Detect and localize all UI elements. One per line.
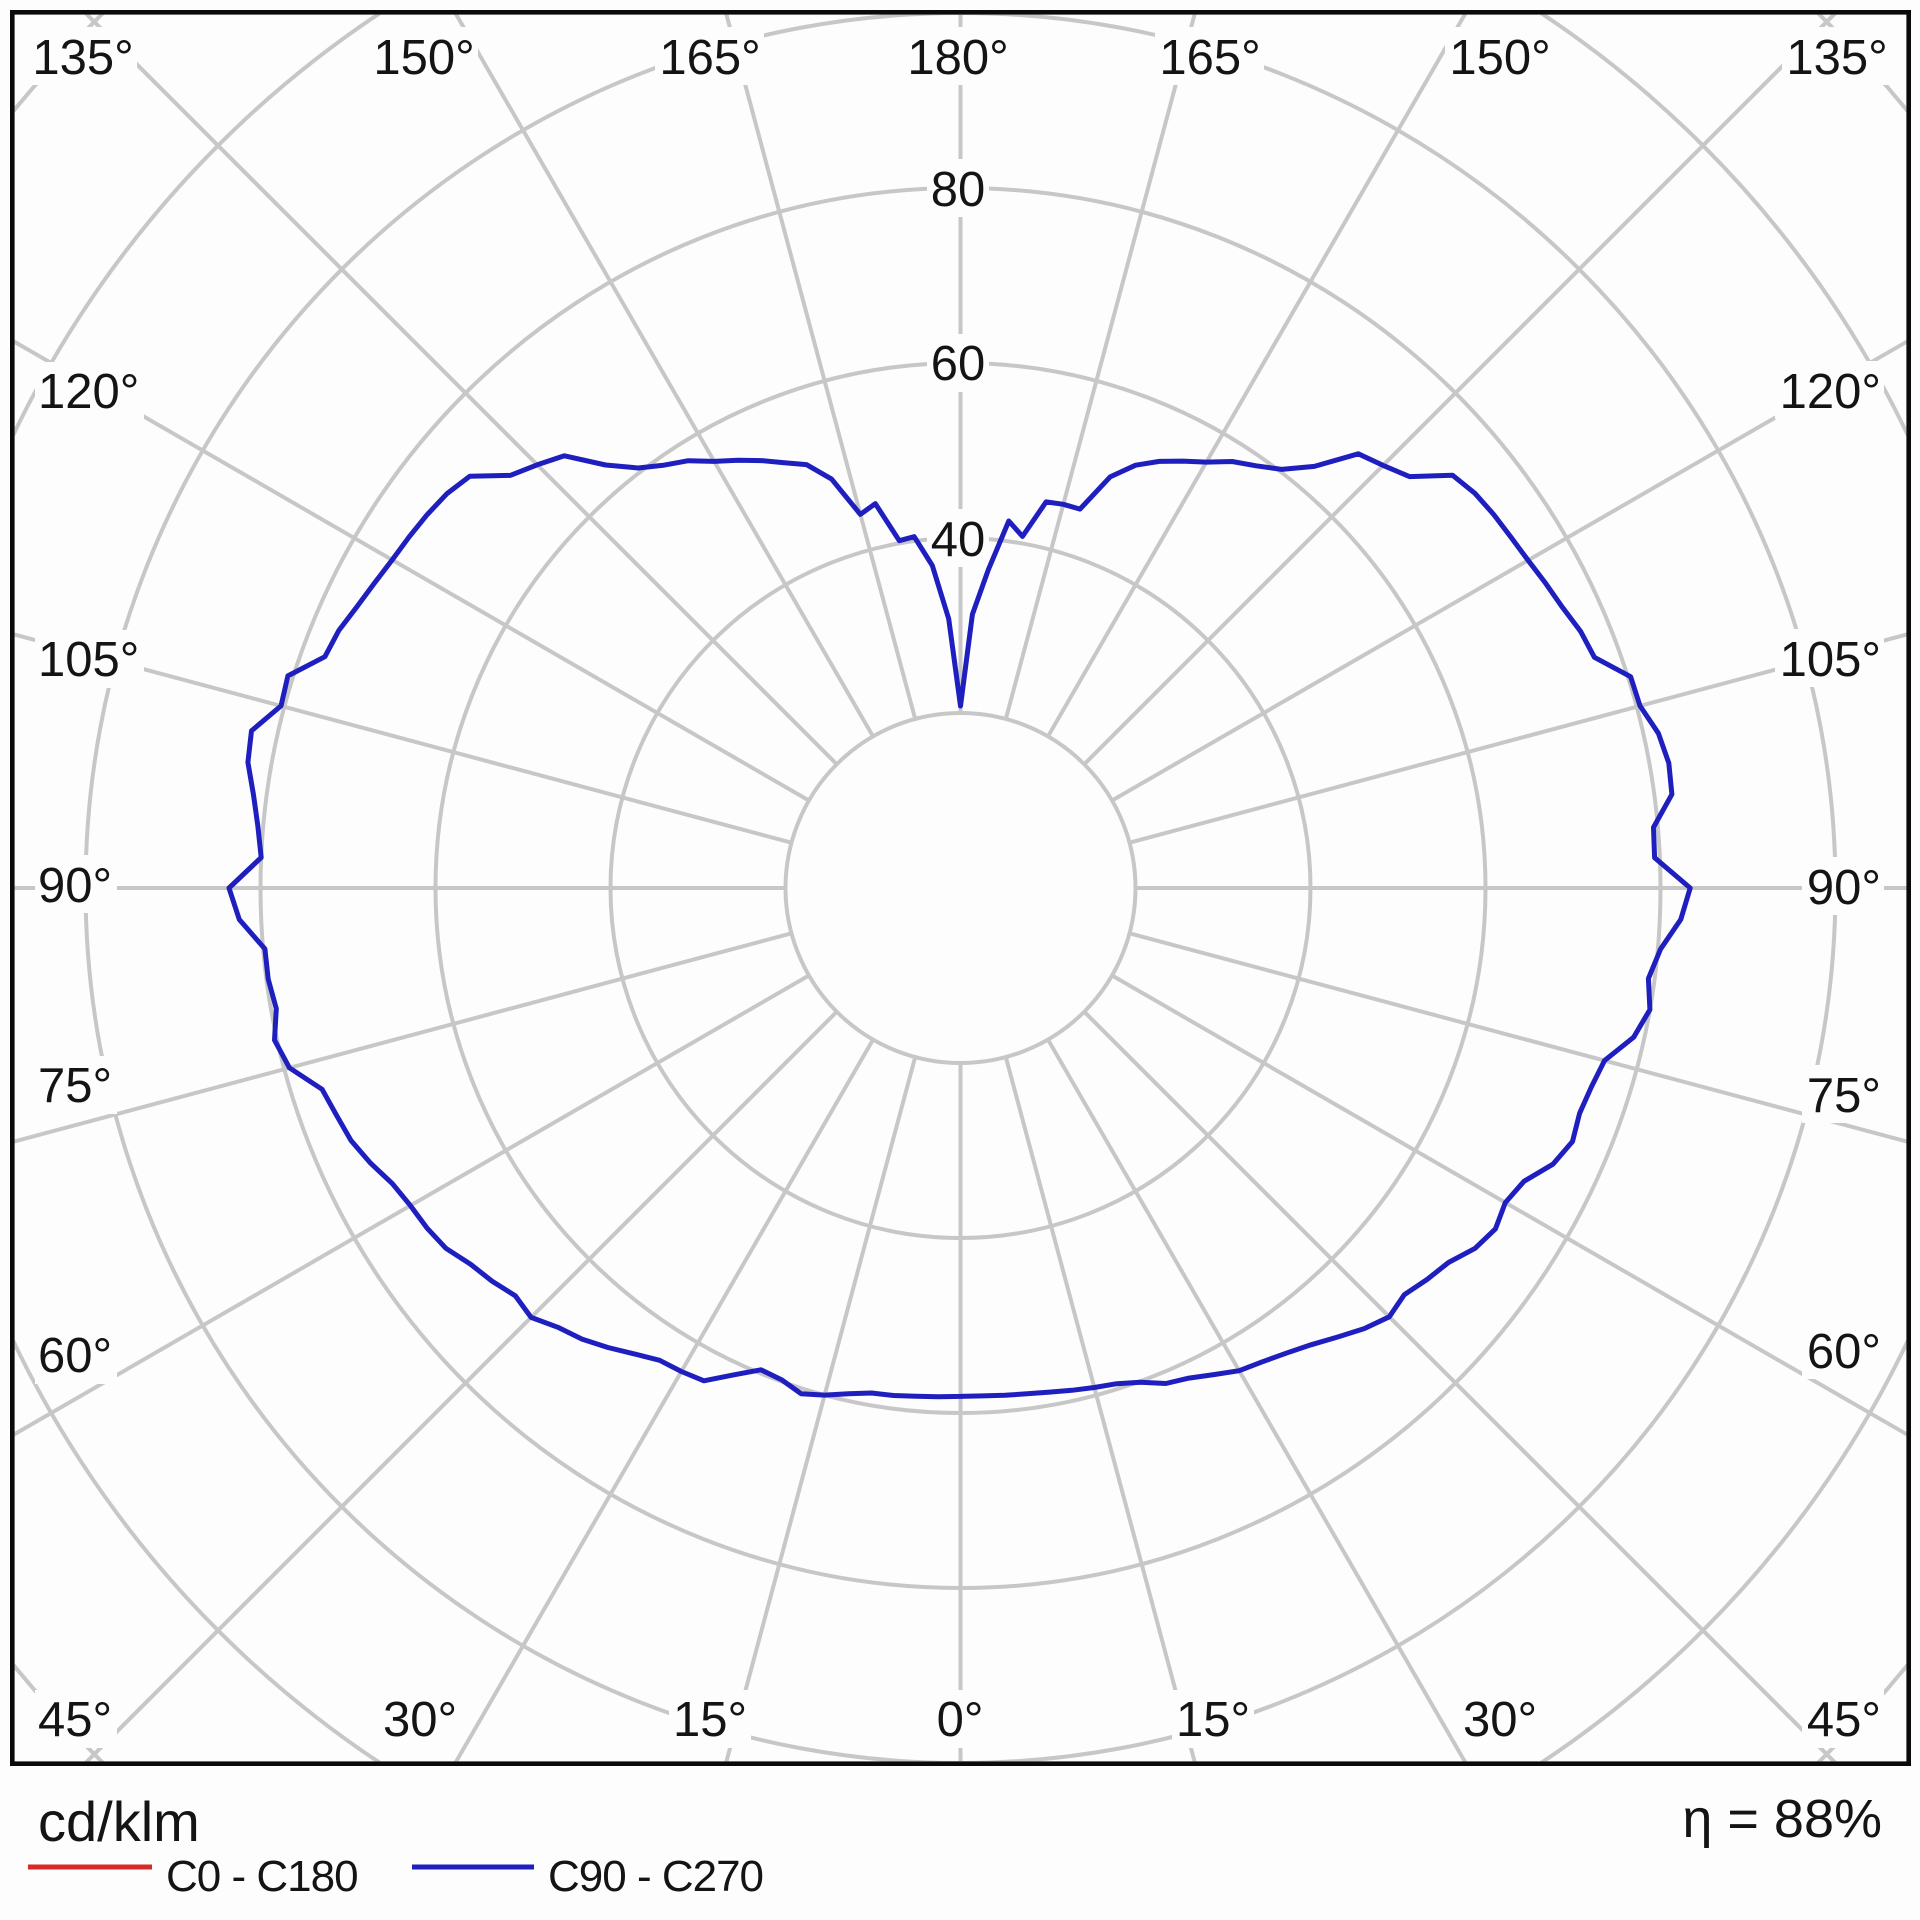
svg-text:120°: 120° <box>1780 365 1881 419</box>
svg-text:40: 40 <box>931 513 986 567</box>
svg-text:165°: 165° <box>659 31 760 85</box>
svg-text:60°: 60° <box>1807 1325 1881 1379</box>
svg-text:75°: 75° <box>1807 1069 1881 1123</box>
svg-text:0°: 0° <box>937 1693 984 1747</box>
svg-text:30°: 30° <box>383 1693 457 1747</box>
svg-text:150°: 150° <box>1449 31 1550 85</box>
svg-text:C90 - C270: C90 - C270 <box>548 1852 763 1901</box>
svg-text:135°: 135° <box>1786 31 1887 85</box>
svg-text:90°: 90° <box>1807 861 1881 915</box>
svg-text:45°: 45° <box>38 1693 112 1747</box>
svg-text:180°: 180° <box>907 31 1008 85</box>
svg-text:105°: 105° <box>1780 633 1881 687</box>
svg-text:15°: 15° <box>1176 1693 1250 1747</box>
svg-text:60°: 60° <box>38 1329 112 1383</box>
svg-text:η = 88%: η = 88% <box>1682 1789 1882 1849</box>
svg-text:45°: 45° <box>1807 1693 1881 1747</box>
svg-text:90°: 90° <box>38 859 112 913</box>
svg-text:15°: 15° <box>673 1693 747 1747</box>
svg-text:80: 80 <box>931 163 986 217</box>
svg-text:60: 60 <box>931 337 986 391</box>
svg-text:75°: 75° <box>38 1059 112 1113</box>
svg-text:105°: 105° <box>38 633 139 687</box>
svg-text:135°: 135° <box>32 31 133 85</box>
svg-text:C0 - C180: C0 - C180 <box>166 1852 358 1901</box>
svg-text:150°: 150° <box>373 31 474 85</box>
svg-text:30°: 30° <box>1463 1693 1537 1747</box>
svg-text:165°: 165° <box>1159 31 1260 85</box>
svg-text:120°: 120° <box>38 365 139 419</box>
svg-text:cd/klm: cd/klm <box>38 1790 200 1853</box>
